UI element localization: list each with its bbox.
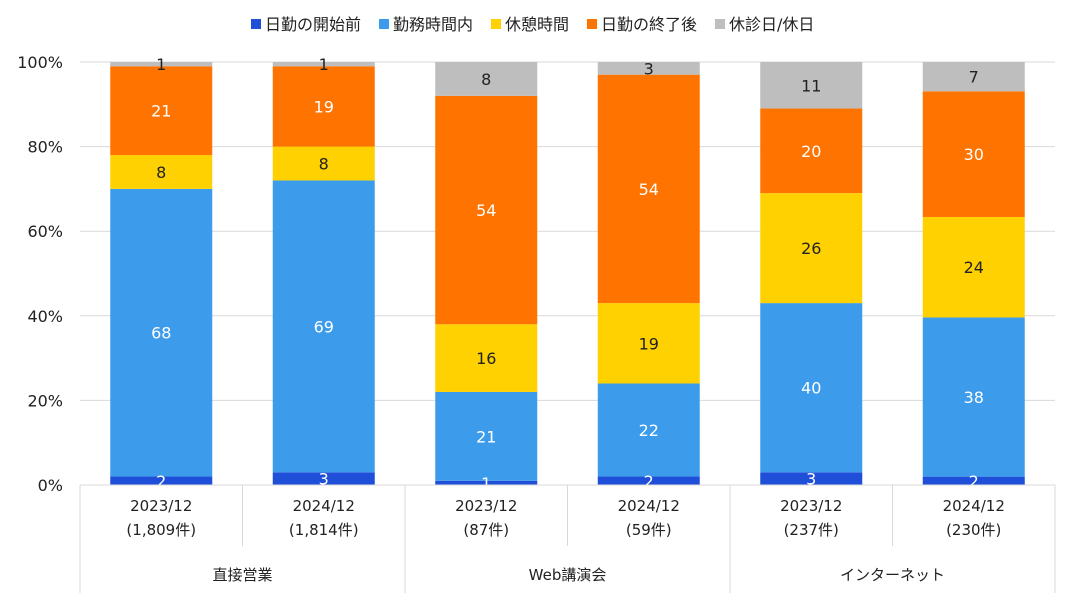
data-label: 40 [801,379,821,398]
data-label: 3 [806,470,816,489]
x-tick-count: (59件) [626,521,672,539]
data-label: 8 [319,155,329,174]
bar-segment [435,480,538,485]
legend-label: 日勤の終了後 [601,15,697,34]
legend-label: 休憩時間 [505,15,569,34]
x-tick-count: (230件) [946,521,1001,539]
data-label: 3 [644,59,654,78]
x-tick-label: 2024/12 [943,497,1005,515]
x-tick-label: 2024/12 [293,497,355,515]
bar-segment [597,383,700,477]
bar-segment [435,95,538,325]
data-label: 1 [481,474,491,493]
legend-swatch [715,19,725,29]
bar-segment [435,324,538,392]
data-label: 22 [639,421,659,440]
x-tick-count: (1,814件) [289,521,359,539]
legend-label: 日勤の開始前 [265,15,361,34]
data-label: 8 [156,163,166,182]
bar-segment [110,476,213,485]
group-label: インターネット [840,566,945,584]
group-label: Web講演会 [529,566,607,584]
bar-segment [922,317,1025,477]
bar-segment [110,155,213,189]
bar-segment [272,66,375,147]
data-label: 1 [156,55,166,74]
y-tick-label: 60% [27,222,63,241]
legend-swatch [379,19,389,29]
legend-swatch [491,19,501,29]
bar-segment [435,391,538,481]
data-label: 30 [964,145,984,164]
x-tick-label: 2024/12 [618,497,680,515]
bar-segment [597,74,700,304]
bar-segment [272,62,375,67]
bar-segment [597,476,700,485]
bar-segment [922,476,1025,485]
data-label: 21 [476,427,496,446]
bar-segment [760,62,863,109]
data-label: 19 [639,334,659,353]
data-label: 19 [314,97,334,116]
data-label: 3 [319,470,329,489]
data-label: 1 [319,55,329,74]
data-label: 2 [969,472,979,491]
bar-segment [272,472,375,485]
bar-segment [922,62,1025,92]
data-label: 7 [969,68,979,87]
x-tick-label: 2023/12 [780,497,842,515]
legend-swatch [251,19,261,29]
bar-segment [597,303,700,384]
bar-segment [272,180,375,473]
bar-segment [760,472,863,485]
data-label: 38 [964,388,984,407]
bar-segment [760,303,863,473]
group-label: 直接営業 [212,566,272,584]
legend-label: 勤務時間内 [393,15,473,34]
y-tick-label: 20% [27,391,63,410]
data-label: 54 [476,201,496,220]
bar-segment [922,91,1025,217]
data-label: 8 [481,70,491,89]
y-tick-label: 40% [27,307,63,326]
data-label: 11 [801,76,821,95]
bar-segment [110,66,213,156]
data-label: 54 [639,180,659,199]
y-tick-label: 80% [27,138,63,157]
bar-segment [110,188,213,477]
data-label: 2 [156,472,166,491]
bar-segment [597,62,700,75]
data-label: 26 [801,239,821,258]
bar-segment [760,108,863,194]
data-label: 68 [151,324,171,343]
x-tick-count: (87件) [463,521,509,539]
x-tick-count: (1,809件) [126,521,196,539]
y-tick-label: 100% [17,53,63,72]
bar-segment [922,216,1025,318]
x-tick-label: 2023/12 [130,497,192,515]
y-tick-label: 0% [38,476,63,495]
data-label: 20 [801,142,821,161]
data-label: 69 [314,317,334,336]
data-label: 21 [151,102,171,121]
bar-segment [435,62,538,96]
legend-label: 休診日/休日 [729,15,814,34]
data-label: 2 [644,472,654,491]
legend-swatch [587,19,597,29]
bar-segment [272,146,375,181]
data-label: 24 [964,258,984,277]
bar-segment [760,193,863,304]
data-label: 16 [476,349,496,368]
bar-segment [110,62,213,67]
x-tick-count: (237件) [784,521,839,539]
x-tick-label: 2023/12 [455,497,517,515]
